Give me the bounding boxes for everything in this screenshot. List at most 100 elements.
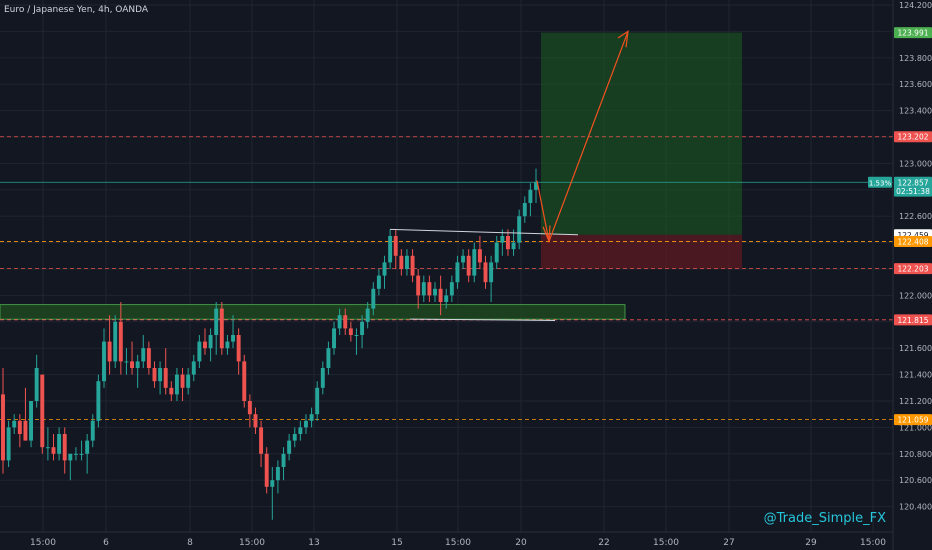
candle-body [40,374,45,448]
price-label-text: 122.203 [897,265,928,274]
candle-body [404,255,409,269]
candle-body [264,453,269,487]
price-label-text: 122.408 [897,238,928,247]
candle-body [275,467,280,481]
candle-body [214,308,219,335]
candle-body [29,401,34,441]
price-tick-label: 121.600 [899,344,932,353]
price-label-box [894,236,932,248]
candle-body [416,275,421,296]
candle-body [337,315,342,329]
stop-zone [541,234,742,269]
candle-body [79,453,84,455]
candle-body [259,427,264,454]
arrowhead-down [542,225,551,242]
candle-body [219,308,224,349]
candle-body [141,348,146,362]
chart-title: Euro / Japanese Yen, 4h, OANDA [4,5,149,15]
candle-body [51,447,56,454]
grid-lines [0,0,893,532]
candle-body [281,453,286,467]
candle-body [118,321,123,362]
candle-body [410,255,415,276]
candle-body [169,387,174,395]
candle-body [96,381,101,421]
candle-body [12,420,17,428]
candle-body [236,335,241,362]
candle-body [57,434,62,454]
candle-body [247,401,252,415]
candle-body [511,242,516,250]
price-label-box [894,131,932,143]
price-tick-label: 122.000 [899,291,932,300]
time-tick-label: 6 [103,538,109,548]
candle-body [304,420,308,428]
candle-body [449,282,454,296]
candle-body [534,181,538,190]
percent-badge-text: 1.53% [869,179,892,187]
candle-body [197,341,202,362]
candle-body [152,368,157,382]
price-label-box [894,27,932,39]
candle-body [102,341,106,382]
candle-body [225,341,230,349]
candle-body [270,480,275,487]
candle-body [253,414,258,428]
candle-body [146,348,151,368]
candle-body [231,335,235,342]
price-label-text: 02:51:38 [896,187,930,196]
candle-body [376,275,381,289]
candle-body [472,249,477,276]
time-axis: 15:00 6 8 15:00 13 15 15:00 20 22 15:00 27 29 15:00 [30,538,886,548]
candle-body [203,341,207,349]
candle-body [393,236,398,256]
candle-body [174,374,179,395]
support-trendline [409,318,556,321]
price-label-text: 123.991 [897,29,928,38]
time-tick-label: 29 [805,538,817,548]
candle-body [73,453,78,455]
time-tick-label: 13 [308,538,319,548]
time-tick-label: 22 [598,538,609,548]
price-tick-label: 123.800 [899,54,932,63]
time-tick-label: 15:00 [860,538,886,548]
candle-body [191,361,196,375]
price-tick-label: 120.800 [899,450,932,459]
candle-body [500,236,505,243]
candle-body [315,387,320,415]
price-tick-label: 121.400 [899,371,932,380]
resistance-trendline [389,228,579,236]
candle-body [113,321,118,362]
horizontal-levels [0,136,893,421]
candle-body [348,328,353,335]
candle-body [517,216,522,243]
candle-body [332,328,336,349]
candle-body [444,295,449,302]
candle-body [528,189,533,203]
time-tick-label: 15:00 [239,538,265,548]
price-tick-label: 121.000 [899,423,932,432]
candle-body [208,335,213,349]
candle-body [309,414,314,421]
price-label-box [894,185,932,197]
candle-body [158,368,163,382]
candle-body [466,255,471,276]
candle-body [107,341,112,362]
candle-body [62,434,67,461]
candle-body [371,288,376,309]
candle-body [6,427,11,461]
candle-body [163,368,168,388]
price-label-box [894,176,932,188]
time-tick-label: 27 [723,538,734,548]
candle-body [522,203,527,217]
candle-body [438,288,443,302]
candle-body [427,282,432,296]
candle-body [298,427,303,434]
candle-body [455,262,460,283]
candle-body [23,420,28,441]
arrowhead-up [617,30,629,48]
candles [1,168,538,520]
candle-body [399,255,404,269]
